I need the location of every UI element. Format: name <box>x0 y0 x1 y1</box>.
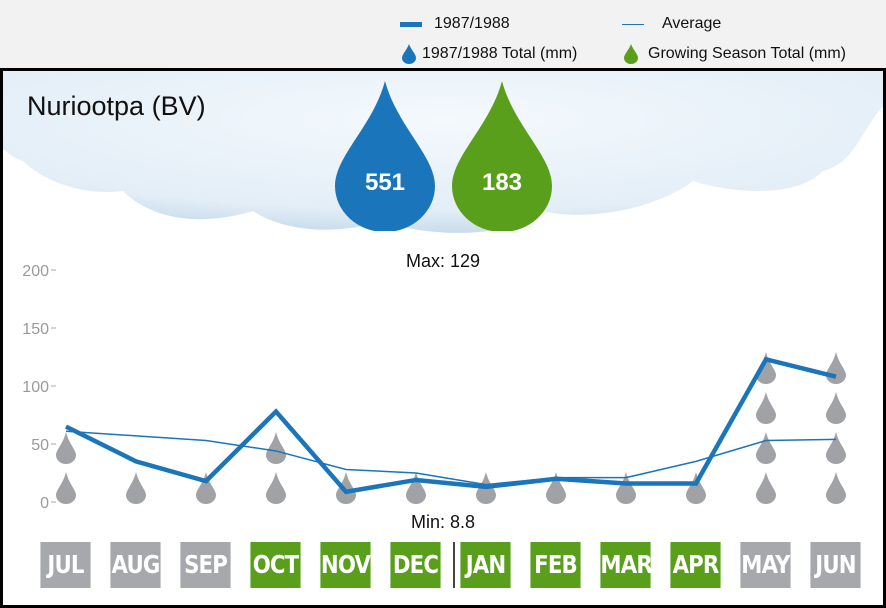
growing-total-drop: 183 <box>452 81 552 232</box>
growing-total-value: 183 <box>481 169 523 196</box>
legend-series-label: 1987/1988 <box>434 15 510 32</box>
y-tick-label: 100 <box>22 379 49 396</box>
legend-series: 1987/1988 <box>400 15 510 33</box>
month-button-apr[interactable]: APR <box>670 542 721 588</box>
month-button-may[interactable]: MAY <box>740 542 791 588</box>
y-tick-label: 50 <box>31 437 49 454</box>
average-line <box>65 430 837 486</box>
y-tick-label: 200 <box>22 263 49 280</box>
rain-drop-icon <box>686 472 706 504</box>
rain-drop-icon <box>826 392 846 424</box>
month-button-nov[interactable]: NOV <box>320 542 371 588</box>
min-label: Min: 8.8 <box>411 512 475 532</box>
month-button-sep[interactable]: SEP <box>180 542 231 588</box>
chart-panel: Nuriootpa (BV) 551 183 0 50 100 150 200 Max:… <box>0 68 886 608</box>
month-button-mar[interactable]: MAR <box>600 542 653 588</box>
month-button-feb[interactable]: FEB <box>530 542 581 588</box>
rain-drop-icon <box>336 472 356 504</box>
rain-drop-icon <box>56 432 76 464</box>
rainfall-chart: 0 50 100 150 200 Max: 129 Min: 8.8 <box>22 251 846 532</box>
rain-drop-icon <box>826 472 846 504</box>
season-total-value: 551 <box>364 169 406 196</box>
series-line-1987-1988 <box>64 356 837 495</box>
rain-drop-icon <box>406 472 426 504</box>
rain-drop-icon <box>616 472 636 504</box>
legend-growing: Growing Season Total (mm) <box>624 44 846 64</box>
month-button-dec[interactable]: DEC <box>390 542 441 588</box>
month-button-jul[interactable]: JUL <box>40 542 91 588</box>
rain-drop-icon <box>266 432 286 464</box>
month-button-oct[interactable]: OCT <box>250 542 301 588</box>
legend-average: Average <box>622 15 721 33</box>
y-tick-label: 150 <box>22 321 49 338</box>
legend-average-label: Average <box>662 15 722 32</box>
green-drop-icon <box>624 44 638 64</box>
legend-growing-label: Growing Season Total (mm) <box>648 45 846 62</box>
rain-drop-icon <box>826 352 846 384</box>
rain-drop-icon <box>56 472 76 504</box>
y-tick-label: 0 <box>40 495 49 512</box>
rain-drop-icon <box>546 472 566 504</box>
max-label: Max: 129 <box>406 251 480 271</box>
rain-drop-icon <box>756 352 776 384</box>
month-button-jan[interactable]: JAN <box>460 542 511 588</box>
rain-drop-icon <box>826 432 846 464</box>
rain-drop-icon <box>756 472 776 504</box>
month-button-aug[interactable]: AUG <box>110 542 161 588</box>
rain-drop-icon <box>756 432 776 464</box>
rain-drop-icon <box>126 472 146 504</box>
year-divider <box>453 542 455 588</box>
blue-big-drop-icon <box>335 81 435 232</box>
rain-drop-icon <box>756 392 776 424</box>
station-title: Nuriootpa (BV) <box>27 91 206 121</box>
rain-drop-icon <box>266 472 286 504</box>
blue-drop-icon <box>402 44 416 64</box>
season-total-drop: 551 <box>335 81 435 232</box>
legend-total-label: 1987/1988 Total (mm) <box>422 45 578 62</box>
green-big-drop-icon <box>452 81 552 232</box>
thin-line-swatch <box>622 23 644 25</box>
legend: 1987/1988 Average 1987/1988 Total (mm) G… <box>0 0 886 70</box>
month-button-jun[interactable]: JUN <box>810 542 861 588</box>
cloud-background <box>3 71 883 233</box>
rain-drop-icon <box>196 472 216 504</box>
legend-total: 1987/1988 Total (mm) <box>402 44 577 64</box>
thick-line-swatch <box>400 21 422 27</box>
month-selector: JUL AUG SEP OCT NOV DEC JAN FEB MAR APR MAY JUN <box>3 542 883 592</box>
